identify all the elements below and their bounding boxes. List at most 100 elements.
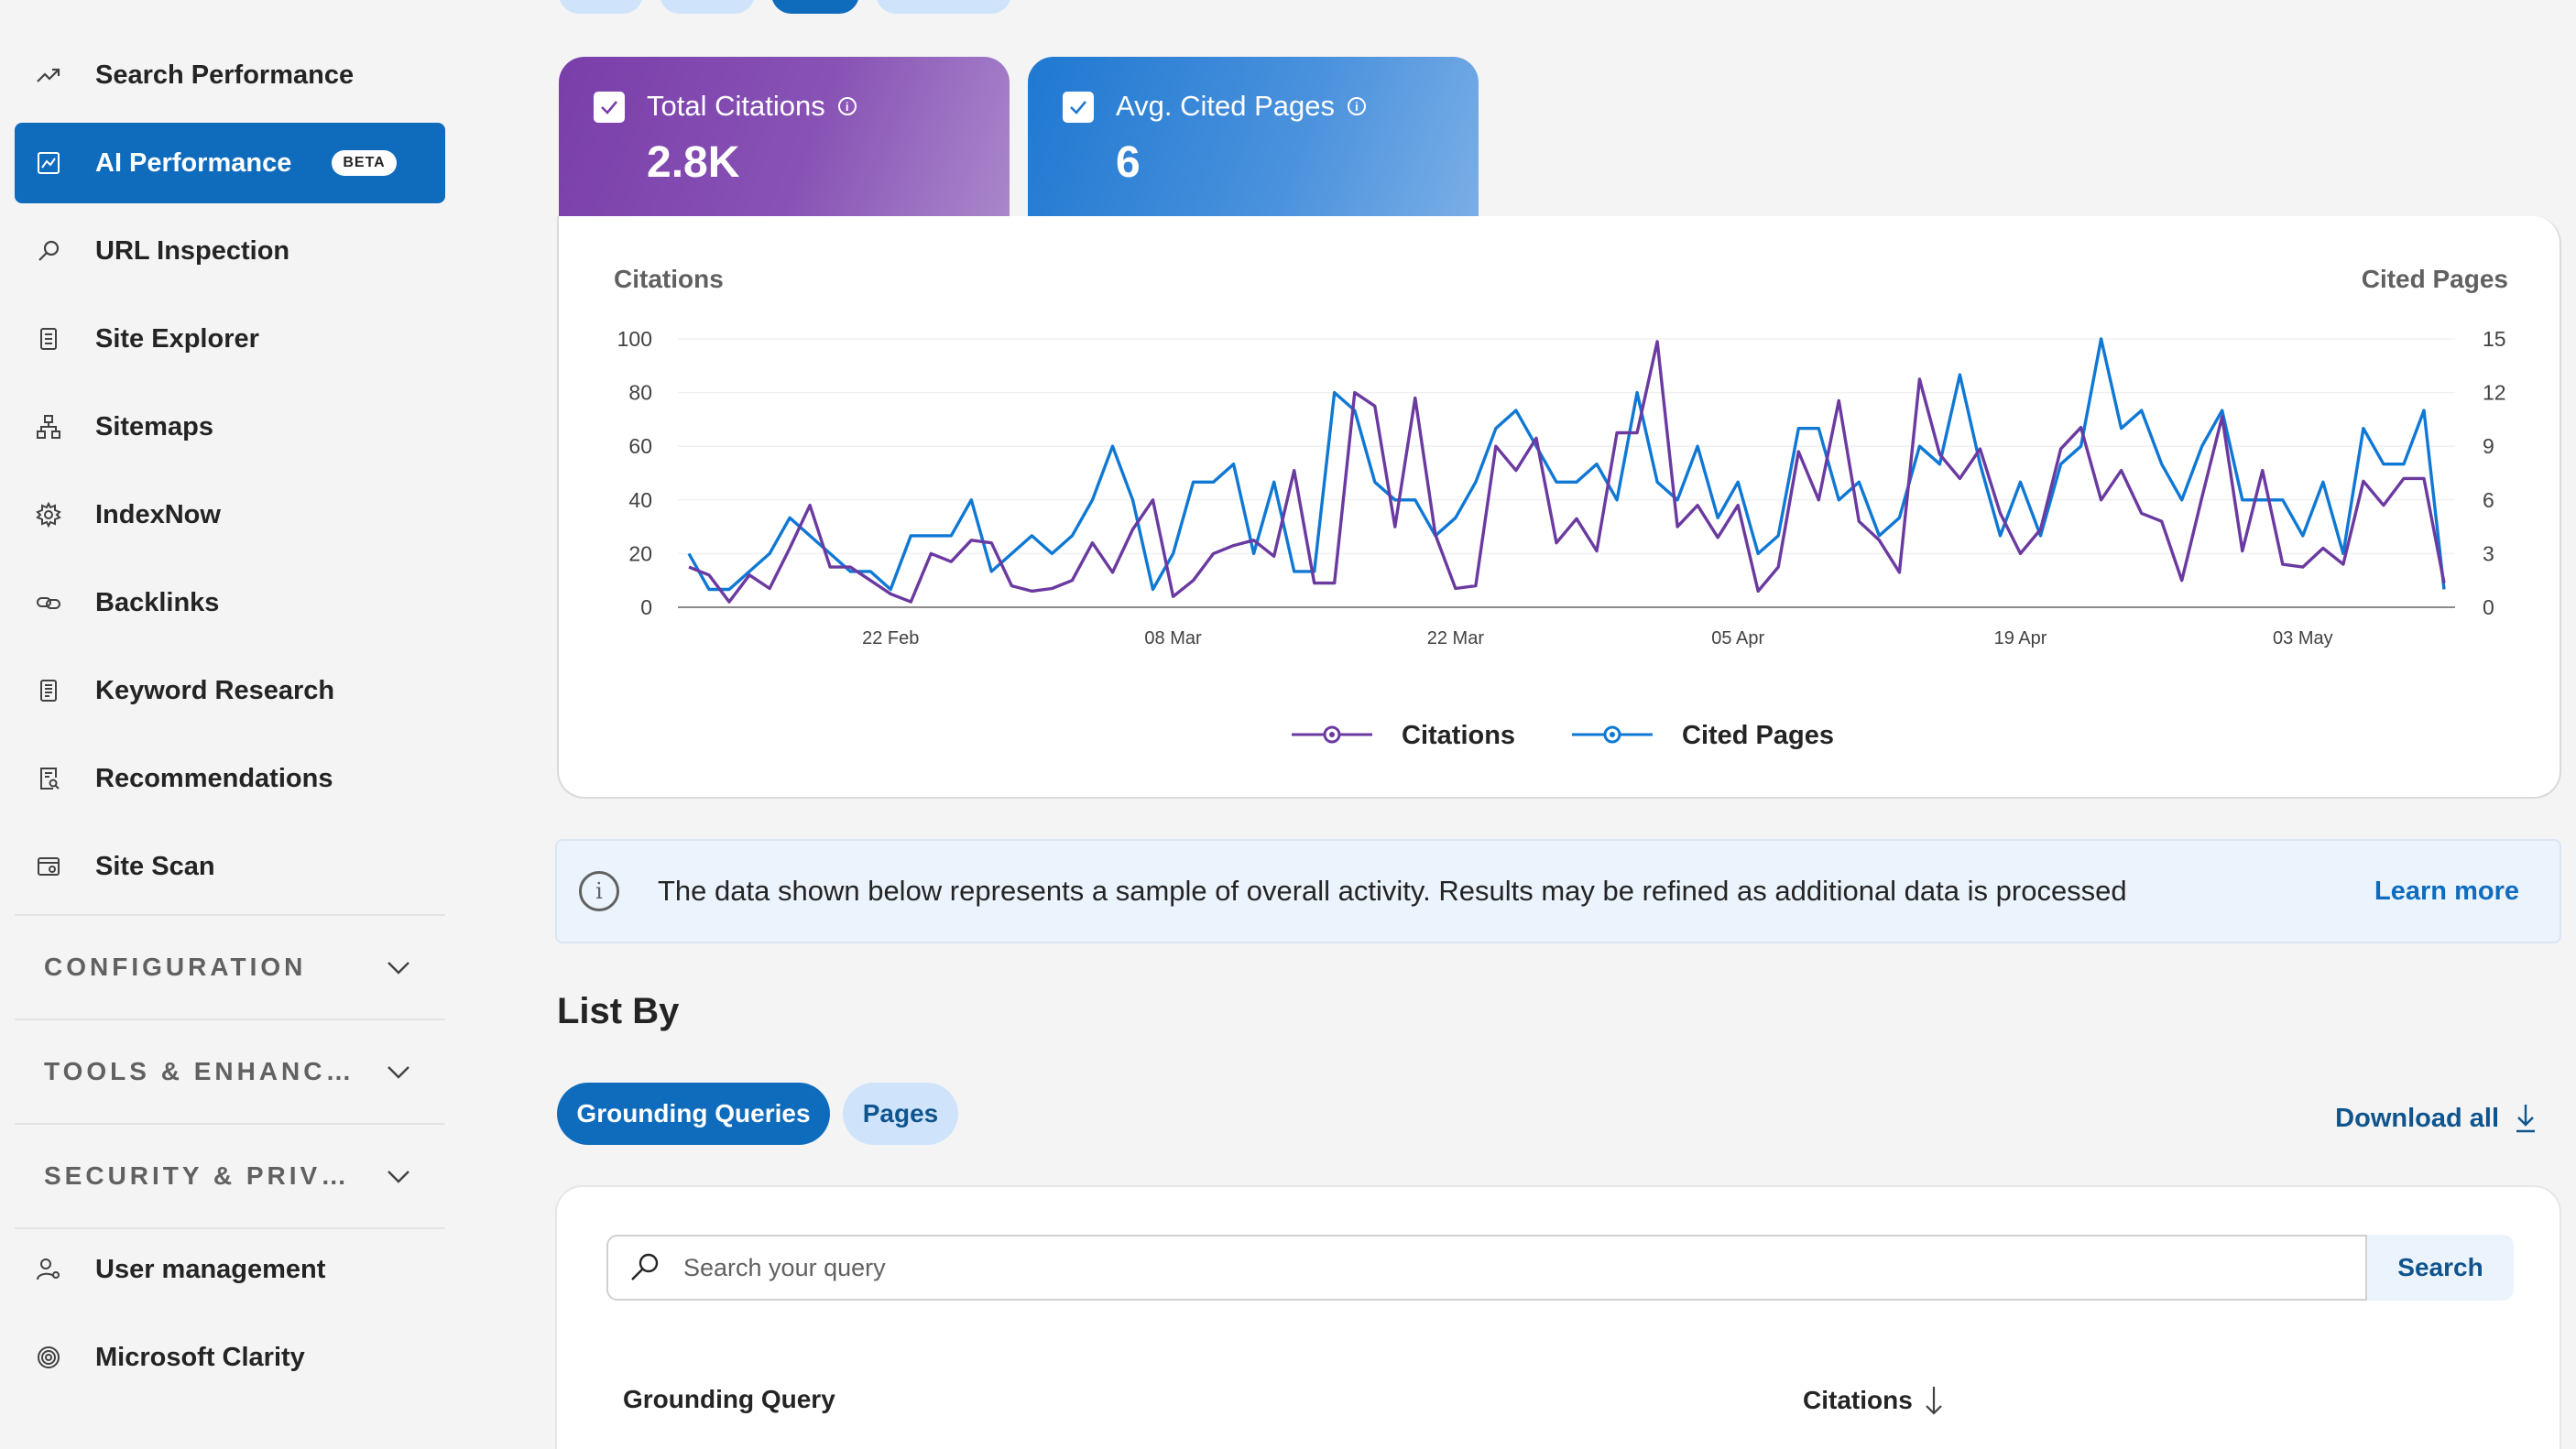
sidebar-item-recommendations[interactable]: Recommendations [15,738,445,819]
tab-grounding-queries[interactable]: Grounding Queries [557,1083,830,1145]
banner-text: The data shown below represents a sample… [658,875,2127,907]
legend-swatch-dot [1329,732,1335,737]
y-right-tick-label: 3 [2483,541,2494,565]
sidebar-section-tools[interactable]: TOOLS & ENHANC… [15,1020,445,1123]
query-search-box[interactable] [606,1235,2367,1301]
sidebar-item-microsoft-clarity[interactable]: Microsoft Clarity [15,1317,445,1398]
y-right-tick-label: 12 [2483,381,2506,405]
metric-title: Avg. Cited Pages i [1116,90,1366,123]
search-icon [631,1253,659,1280]
sidebar-item-indexnow[interactable]: IndexNow [15,474,445,555]
x-tick-label: 03 May [2273,628,2333,648]
sidebar-item-label: Site Explorer [95,323,259,354]
window-scan-icon [35,853,62,880]
sidebar-item-label: Recommendations [95,763,333,793]
chart-panel: Citations Cited Pages 100 15 80 12 60 9 40 6 20 3 0 0… [557,216,2561,799]
checkbox[interactable] [594,92,625,123]
y-left-tick-label: 100 [617,327,652,351]
x-tick-label: 22 Mar [1427,628,1485,648]
column-header-citations[interactable]: Citations [1803,1385,1944,1416]
x-tick-label: 19 Apr [1994,628,2047,648]
divider [15,1123,445,1125]
sidebar-item-label: User management [95,1254,326,1284]
download-all-label: Download all [2335,1103,2499,1133]
sidebar-item-search-performance[interactable]: Search Performance [15,35,445,115]
document-list-icon [35,325,62,353]
search-icon [35,237,62,265]
date-range-tab[interactable] [660,0,755,14]
total-citations-card[interactable]: Total Citations i 2.8K [559,57,1010,216]
x-tick-label: 22 Feb [862,628,919,648]
sidebar-item-user-management[interactable]: User management [15,1229,445,1310]
metric-title: Total Citations i [647,90,857,123]
sidebar-item-backlinks[interactable]: Backlinks [15,562,445,643]
column-header-grounding-query[interactable]: Grounding Query [623,1385,835,1414]
list-by-title: List By [557,991,680,1031]
trending-up-icon [35,61,62,89]
date-range-tab[interactable] [876,0,1011,14]
section-label: SECURITY & PRIV… [44,1161,351,1190]
y-left-tick-label: 60 [628,434,652,458]
sidebar-item-url-inspection[interactable]: URL Inspection [15,211,445,291]
metric-value: 6 [1116,138,1141,187]
sidebar-item-site-explorer[interactable]: Site Explorer [15,299,445,379]
divider [15,1019,445,1020]
chart-image-icon [35,149,62,177]
sidebar-section-configuration[interactable]: CONFIGURATION [15,916,445,1019]
checkbox[interactable] [1063,92,1094,123]
column-header-label: Citations [1803,1386,1913,1414]
legend-swatch-dot [1610,732,1615,737]
sidebar-item-label: Backlinks [95,587,220,617]
line-chart: Citations Cited Pages 100 15 80 12 60 9 40 6 20 3 0 0… [614,265,2508,750]
legend-label: Cited Pages [1682,721,1834,750]
y-axis-right-title: Cited Pages [2362,265,2508,293]
y-right-tick-label: 0 [2483,595,2494,619]
sidebar-item-label: Sitemaps [95,411,213,441]
search-button[interactable]: Search [2367,1235,2514,1301]
legend-label: Citations [1402,721,1515,750]
divider [15,914,445,916]
y-left-tick-label: 20 [628,541,652,565]
checkmark-icon [601,101,617,114]
clarity-icon [35,1344,62,1371]
metric-title-text: Total Citations [647,90,825,122]
metric-value: 2.8K [647,138,740,187]
sidebar-item-label: Search Performance [95,60,355,90]
link-icon [35,589,62,616]
document-text-icon [35,677,62,704]
y-right-tick-label: 9 [2483,434,2494,458]
date-range-tab-active[interactable] [771,0,859,14]
sidebar-item-ai-performance[interactable]: AI Performance BETA [15,123,445,203]
sidebar-item-site-scan[interactable]: Site Scan [15,826,445,907]
search-input[interactable] [683,1253,2241,1282]
sidebar-item-label: Keyword Research [95,675,335,705]
column-header-label: Grounding Query [623,1385,835,1413]
sidebar-item-sitemaps[interactable]: Sitemaps [15,387,445,467]
sidebar-item-keyword-research[interactable]: Keyword Research [15,650,445,731]
sidebar-section-security[interactable]: SECURITY & PRIV… [15,1125,445,1227]
metric-title-text: Avg. Cited Pages [1116,90,1335,122]
info-icon[interactable]: i [837,97,857,115]
chevron-down-icon [387,1171,409,1183]
sidebar-item-label: IndexNow [95,499,221,529]
chevron-down-icon [387,1066,409,1079]
series-line-citations [688,340,2446,604]
document-search-icon [35,765,62,792]
sidebar: Search Performance AI Performance BETA U… [0,0,458,1449]
learn-more-link[interactable]: Learn more [2374,876,2519,906]
tab-pages[interactable]: Pages [843,1083,958,1145]
checkmark-icon [1070,101,1086,114]
section-label: TOOLS & ENHANC… [44,1057,355,1085]
date-range-tab[interactable] [559,0,643,14]
user-settings-icon [35,1256,62,1283]
sidebar-item-label: Microsoft Clarity [95,1342,305,1372]
avg-cited-pages-card[interactable]: Avg. Cited Pages i 6 [1028,57,1479,216]
y-left-tick-label: 80 [628,381,652,405]
info-icon[interactable]: i [1347,97,1366,115]
download-all-button[interactable]: Download all [2335,1103,2538,1134]
settings-gear-icon [35,501,62,528]
queries-table-panel: Search Grounding Query Citations [555,1185,2561,1449]
y-right-tick-label: 15 [2483,327,2506,351]
y-right-tick-label: 6 [2483,488,2494,512]
x-tick-label: 08 Mar [1144,628,1202,648]
